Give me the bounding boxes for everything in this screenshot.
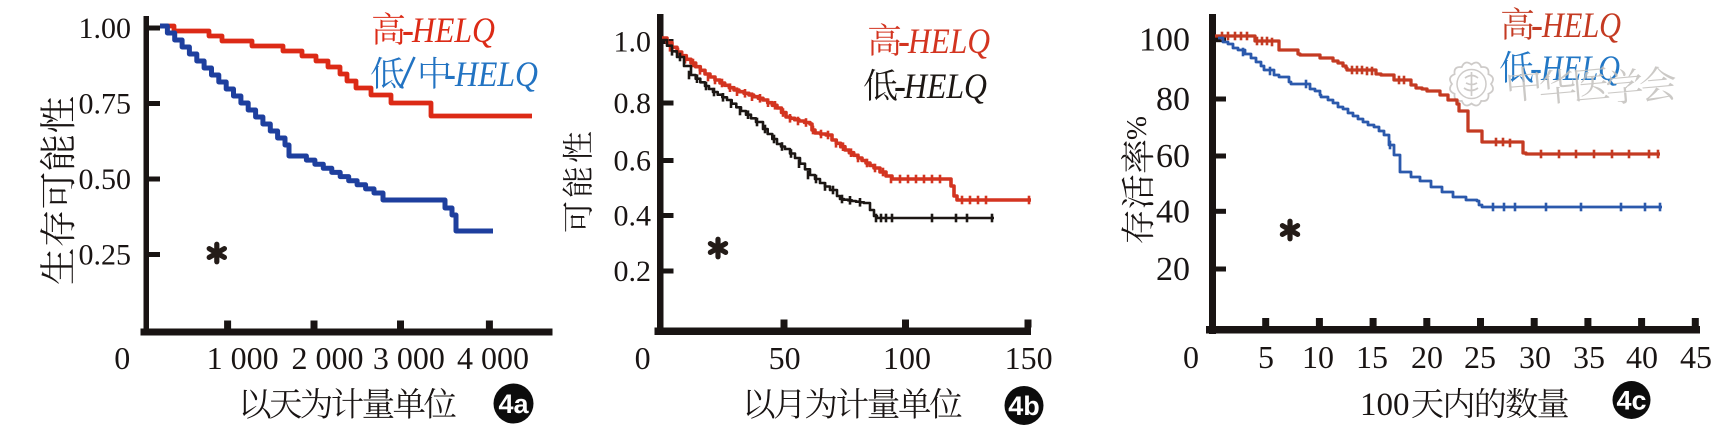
svg-text:100: 100 — [1360, 387, 1410, 423]
svg-text:0.2: 0.2 — [614, 255, 652, 288]
svg-text:0.8: 0.8 — [614, 87, 652, 120]
svg-text:35: 35 — [1573, 339, 1605, 375]
svg-text:80: 80 — [1156, 81, 1190, 118]
svg-text:-: - — [1530, 48, 1542, 88]
svg-text:1.00: 1.00 — [79, 12, 132, 45]
svg-text:2 000: 2 000 — [292, 340, 364, 376]
svg-text:20: 20 — [1156, 251, 1190, 288]
svg-text:0.50: 0.50 — [79, 163, 132, 196]
svg-text:15: 15 — [1356, 339, 1388, 375]
svg-text:25: 25 — [1464, 339, 1496, 375]
svg-text:10: 10 — [1302, 339, 1334, 375]
svg-text:0: 0 — [635, 340, 651, 376]
svg-text:HELQ: HELQ — [1541, 5, 1621, 45]
svg-text:0: 0 — [114, 340, 130, 376]
svg-text:20: 20 — [1411, 339, 1443, 375]
svg-text:4b: 4b — [1008, 391, 1040, 421]
svg-text:40: 40 — [1156, 193, 1190, 230]
svg-text:0.4: 0.4 — [614, 200, 652, 233]
svg-text:100: 100 — [1139, 22, 1190, 59]
svg-text:30: 30 — [1519, 339, 1551, 375]
svg-text:%: % — [1121, 116, 1153, 140]
svg-text:-: - — [444, 54, 456, 94]
svg-text:4 000: 4 000 — [457, 340, 529, 376]
svg-text:-: - — [894, 66, 906, 106]
svg-text:4a: 4a — [498, 389, 529, 419]
svg-text:HELQ: HELQ — [454, 54, 538, 94]
svg-text:0: 0 — [1183, 339, 1199, 375]
svg-text:45: 45 — [1680, 339, 1712, 375]
svg-text:5: 5 — [1258, 339, 1274, 375]
svg-text:HELQ: HELQ — [1540, 48, 1620, 88]
svg-text:40: 40 — [1626, 339, 1658, 375]
svg-text:50: 50 — [769, 340, 801, 376]
svg-text:100: 100 — [883, 340, 931, 376]
svg-text:0.25: 0.25 — [79, 239, 132, 272]
svg-text:1 000: 1 000 — [207, 340, 279, 376]
svg-text:1.0: 1.0 — [614, 26, 652, 59]
svg-text:0.6: 0.6 — [614, 145, 652, 178]
svg-text:HELQ: HELQ — [411, 10, 495, 50]
svg-text:3 000: 3 000 — [373, 340, 445, 376]
svg-text:HELQ: HELQ — [903, 66, 987, 106]
svg-text:HELQ: HELQ — [907, 21, 990, 61]
svg-text:-: - — [1531, 5, 1543, 45]
svg-text:-: - — [898, 21, 910, 61]
svg-text:-: - — [402, 10, 414, 50]
svg-text:4c: 4c — [1616, 386, 1646, 416]
svg-text:150: 150 — [1005, 340, 1053, 376]
svg-text:60: 60 — [1156, 138, 1190, 175]
svg-text:0.75: 0.75 — [79, 88, 132, 121]
